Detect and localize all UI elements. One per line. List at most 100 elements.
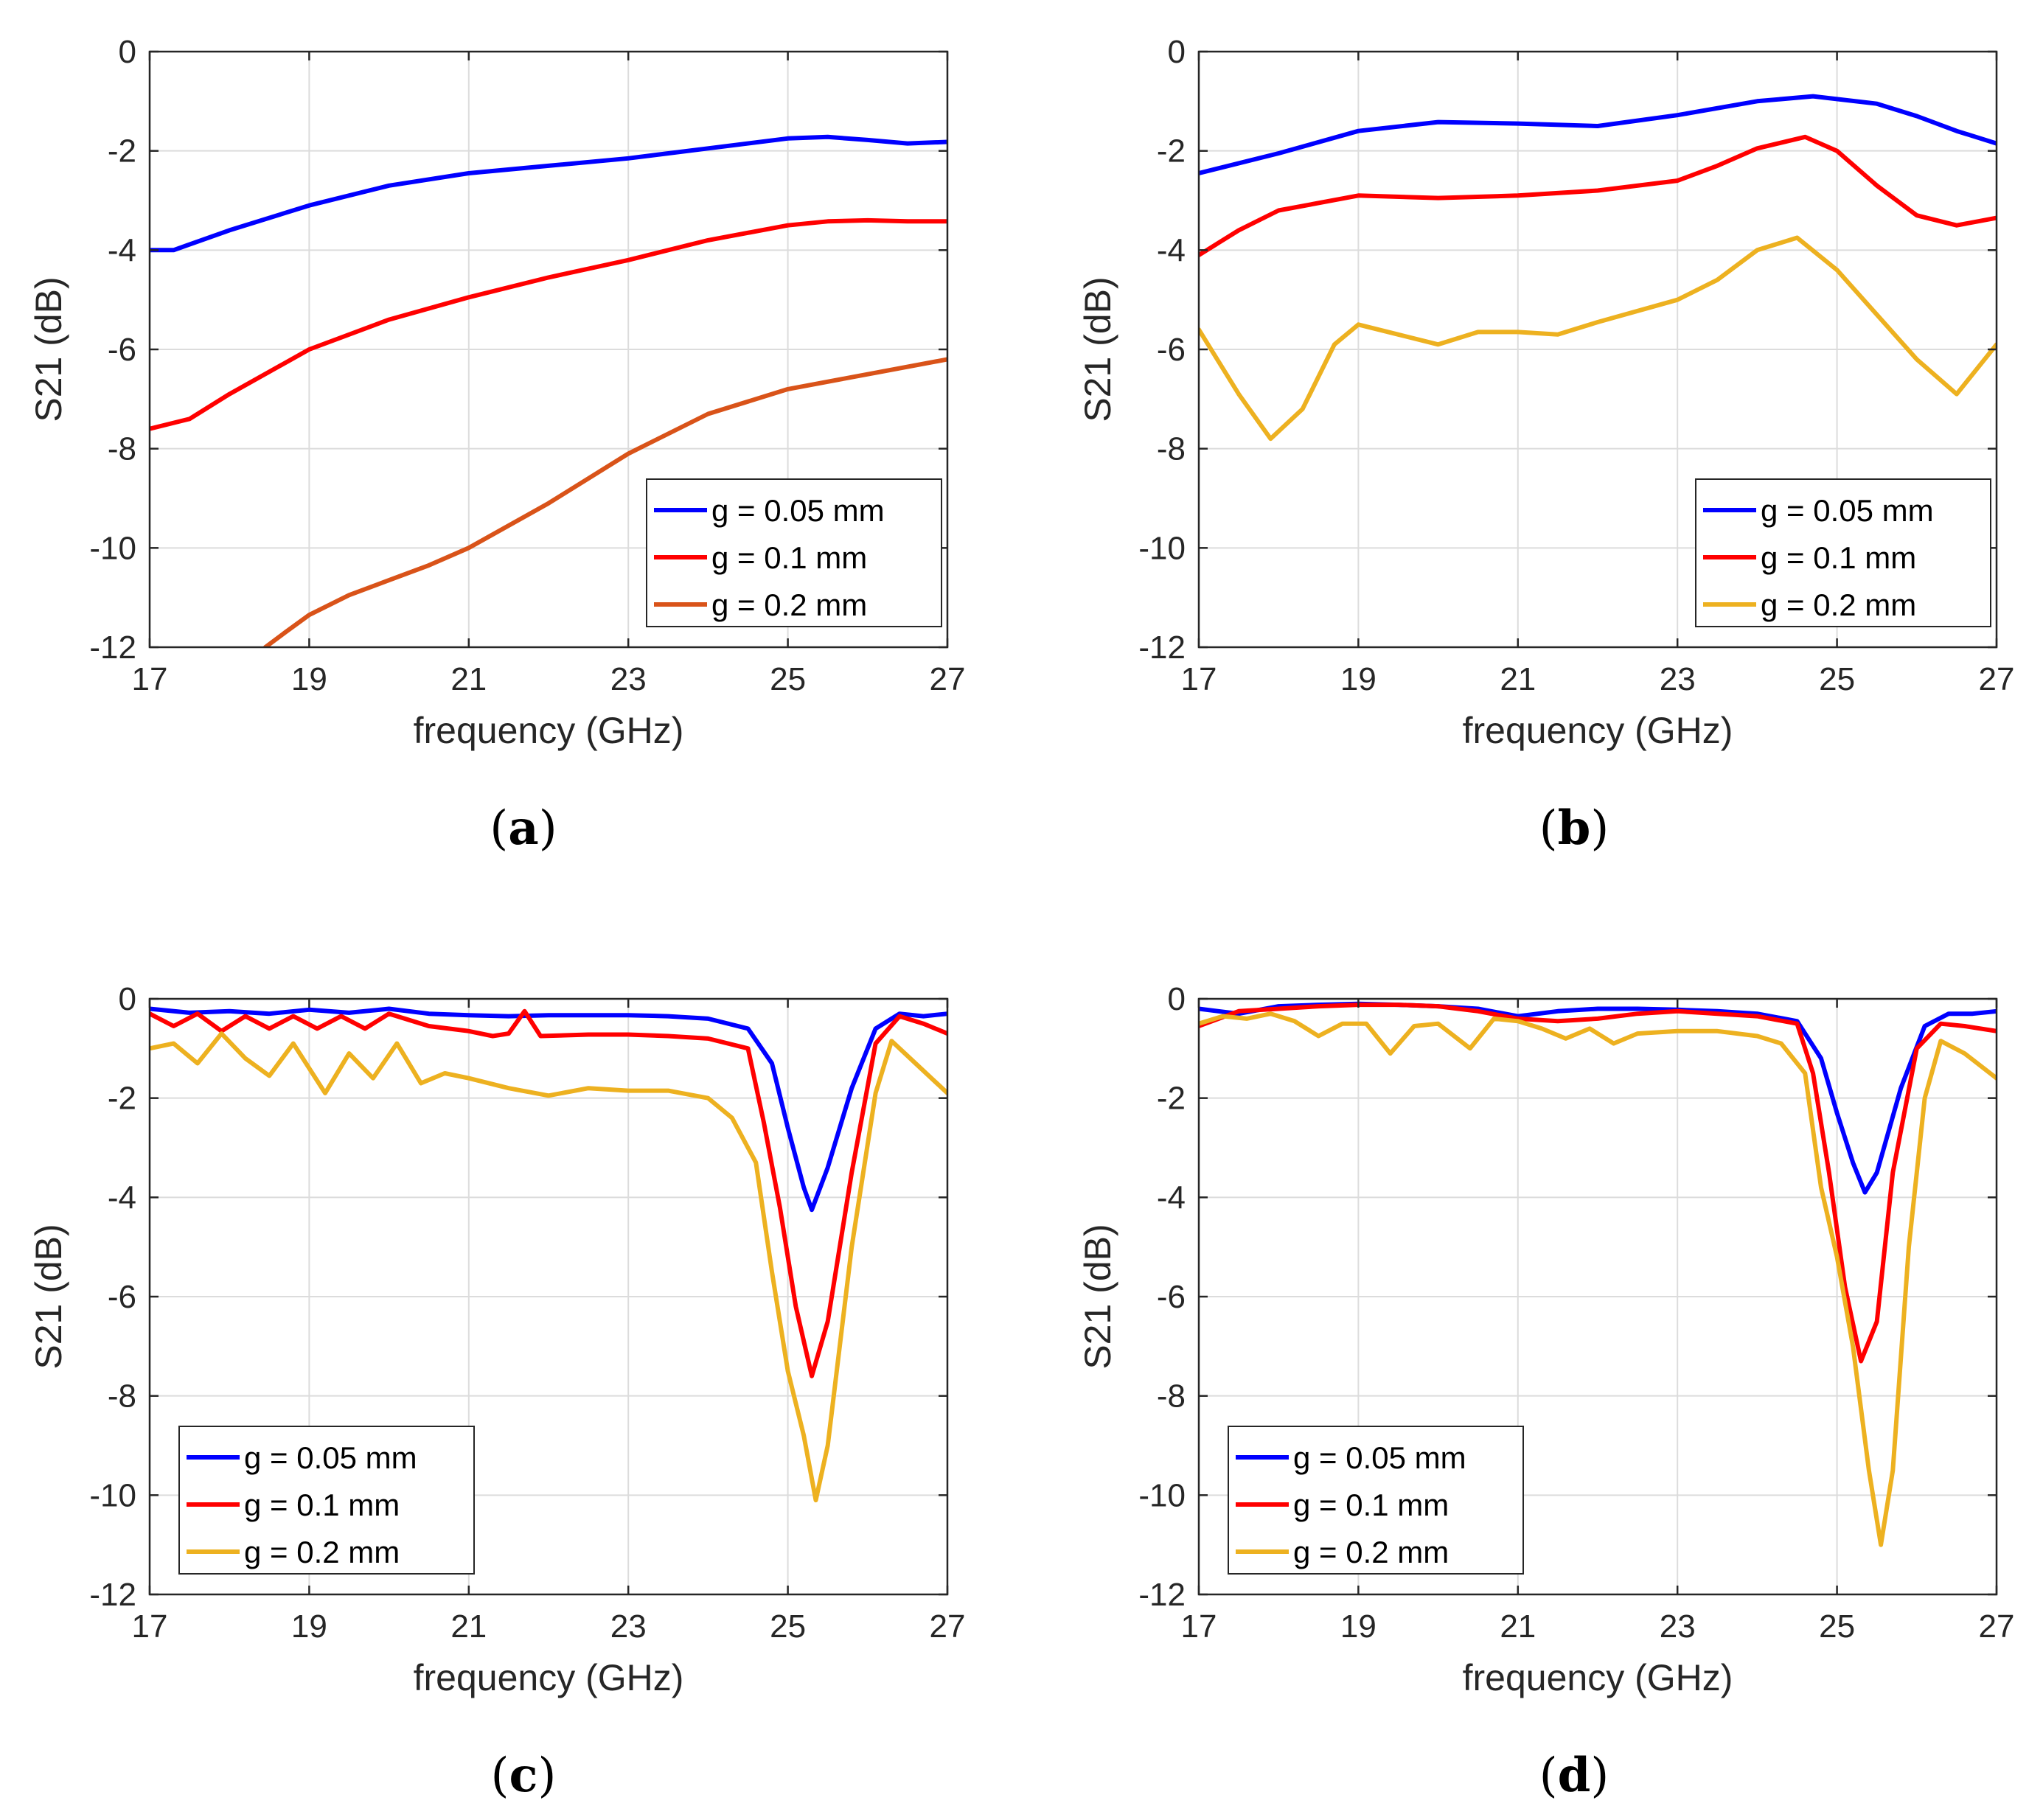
y-tick-label: -10: [1138, 1477, 1186, 1513]
y-tick-label: -10: [89, 1477, 136, 1513]
y-tick-label: -4: [108, 1179, 136, 1216]
y-tick-label: -12: [89, 1577, 136, 1613]
x-tick-label: 19: [1340, 661, 1376, 697]
y-tick-label: -10: [1138, 530, 1186, 566]
legend-entry-1: g = 0.1 mm: [1761, 540, 1916, 575]
x-tick-label: 17: [132, 661, 168, 697]
y-tick-label: -8: [1157, 1378, 1186, 1415]
x-tick-label: 23: [610, 661, 647, 697]
x-tick-label: 17: [1181, 1608, 1217, 1645]
y-tick-label: -8: [108, 1378, 136, 1415]
x-tick-label: 27: [1979, 1608, 2015, 1645]
series-line-0: [150, 1006, 947, 1213]
series-group: [150, 134, 947, 647]
legend: g = 0.05 mm g = 0.1 mm g = 0.2 mm: [178, 1426, 475, 1575]
series-line-1: [150, 217, 947, 431]
legend-entry-0: g = 0.05 mm: [1293, 1440, 1466, 1475]
x-axis-label: frequency (GHz): [1463, 710, 1733, 751]
panel-label-c: (c): [491, 1748, 557, 1803]
x-tick-label: 25: [770, 1608, 806, 1645]
y-tick-label: -4: [1157, 232, 1186, 268]
series-line-2: [262, 357, 947, 647]
legend-entry-0: g = 0.05 mm: [711, 493, 885, 528]
x-tick-label: 23: [1660, 661, 1696, 697]
x-tick-label: 25: [1819, 1608, 1855, 1645]
x-tick-label: 27: [930, 661, 966, 697]
series-line-2: [1199, 235, 1997, 442]
y-tick-label: 0: [119, 981, 136, 1017]
y-tick-label: -4: [108, 232, 136, 268]
x-tick-label: 19: [291, 661, 327, 697]
x-tick-label: 21: [450, 661, 487, 697]
y-tick-label: -12: [1138, 630, 1186, 666]
panel-letter-c: c: [509, 1748, 538, 1803]
panel-a: 17 19 21 23 25 27 0 -2 -4 -6 -8 -10 -12 frequency (GH…: [28, 34, 965, 751]
legend-entry-1: g = 0.1 mm: [711, 540, 867, 575]
legend-entry-1: g = 0.1 mm: [244, 1488, 400, 1522]
x-tick-label: 23: [1660, 1608, 1696, 1645]
y-tick-label: -12: [89, 630, 136, 666]
series-line-1: [150, 1008, 947, 1378]
y-tick-label: -12: [1138, 1577, 1186, 1613]
legend-entry-2: g = 0.2 mm: [244, 1535, 400, 1569]
legend-entry-2: g = 0.2 mm: [1761, 588, 1916, 622]
legend-box: [178, 1426, 475, 1575]
x-tick-label: 21: [1500, 1608, 1536, 1645]
series-line-0: [150, 134, 947, 253]
legend-entry-0: g = 0.05 mm: [1761, 493, 1934, 528]
legend: g = 0.05 mm g = 0.1 mm g = 0.2 mm: [1695, 478, 1991, 627]
series-line-2: [1199, 1011, 1997, 1547]
x-tick-label: 23: [610, 1608, 647, 1645]
y-tick-label: -6: [1157, 1279, 1186, 1315]
legend-box: [646, 478, 942, 627]
y-tick-label: -4: [1157, 1179, 1186, 1216]
legend: g = 0.05 mm g = 0.1 mm g = 0.2 mm: [1228, 1426, 1524, 1575]
y-tick-label: 0: [1168, 981, 1186, 1017]
y-tick-label: -2: [1157, 133, 1186, 170]
x-tick-label: 25: [770, 661, 806, 697]
y-tick-label: -8: [1157, 431, 1186, 467]
y-axis-label: S21 (dB): [1077, 276, 1118, 422]
y-tick-label: 0: [119, 34, 136, 70]
x-tick-label: 27: [930, 1608, 966, 1645]
y-tick-label: -6: [1157, 332, 1186, 368]
panel-d: 17 19 21 23 25 27 0 -2 -4 -6 -8 -10 -12 frequency (GH…: [1077, 981, 2014, 1698]
legend-entry-1: g = 0.1 mm: [1293, 1488, 1449, 1522]
y-tick-label: -2: [108, 1081, 136, 1117]
x-tick-label: 27: [1979, 661, 2015, 697]
panel-letter-a: a: [508, 801, 538, 856]
series-group: [1199, 94, 1997, 442]
y-axis-label: S21 (dB): [1077, 1224, 1118, 1369]
legend-entry-2: g = 0.2 mm: [711, 588, 867, 622]
y-tick-label: -2: [108, 133, 136, 170]
x-tick-label: 19: [291, 1608, 327, 1645]
legend-entry-2: g = 0.2 mm: [1293, 1535, 1449, 1569]
panel-label-d: (d): [1539, 1748, 1609, 1803]
y-tick-label: -10: [89, 530, 136, 566]
legend-box: [1228, 1426, 1524, 1575]
series-line-1: [1199, 1003, 1997, 1364]
y-tick-label: -6: [108, 1279, 136, 1315]
panel-letter-b: b: [1558, 801, 1591, 856]
panel-c: 17 19 21 23 25 27 0 -2 -4 -6 -8 -10 -12 frequency (GH…: [28, 981, 965, 1698]
panel-letter-d: d: [1558, 1748, 1591, 1803]
series-group: [150, 1006, 947, 1503]
y-axis-label: S21 (dB): [28, 276, 69, 422]
legend: g = 0.05 mm g = 0.1 mm g = 0.2 mm: [646, 478, 942, 627]
series-group: [1199, 1001, 1997, 1547]
series-line-1: [1199, 134, 1997, 258]
x-tick-label: 17: [1181, 661, 1217, 697]
x-axis-label: frequency (GHz): [414, 1657, 684, 1698]
legend-entry-0: g = 0.05 mm: [244, 1440, 417, 1475]
x-tick-label: 19: [1340, 1608, 1376, 1645]
x-axis-label: frequency (GHz): [1463, 1657, 1733, 1698]
y-tick-label: -6: [108, 332, 136, 368]
y-tick-label: -2: [1157, 1081, 1186, 1117]
legend-box: [1695, 478, 1991, 627]
x-tick-label: 21: [450, 1608, 487, 1645]
x-tick-label: 17: [132, 1608, 168, 1645]
y-tick-label: 0: [1168, 34, 1186, 70]
panel-label-a: (a): [490, 801, 557, 856]
x-tick-label: 21: [1500, 661, 1536, 697]
series-line-0: [1199, 94, 1997, 175]
